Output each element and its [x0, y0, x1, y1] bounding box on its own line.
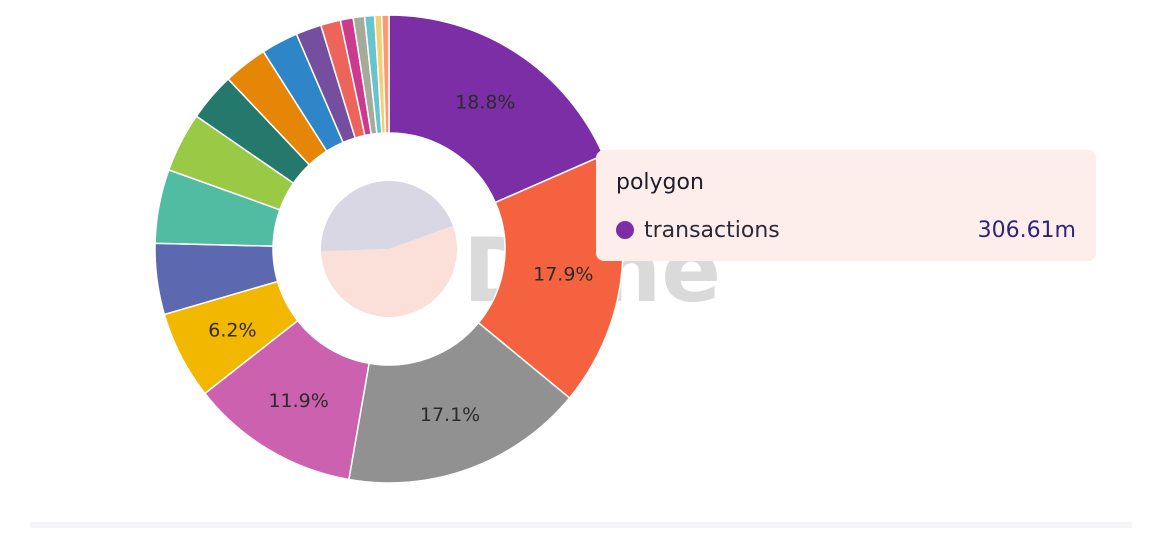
slice-percent-label: 6.2%: [208, 319, 256, 341]
bottom-scroll-strip: [30, 522, 1132, 528]
donut-slice-2[interactable]: [347, 321, 571, 484]
slice-percent-label: 11.9%: [268, 390, 328, 412]
inner-pie-slice: [321, 180, 453, 252]
inner-pie: [321, 180, 457, 317]
series-dot-icon: [616, 221, 634, 239]
slice-labels: 18.8% 17.9% 17.1% 11.9% 6.2%: [208, 92, 593, 426]
donut-slice-polygon[interactable]: [388, 14, 605, 204]
tooltip-row: transactions 306.61m: [616, 214, 1076, 246]
slice-percent-label: 18.8%: [455, 92, 515, 114]
inner-pie-slice: [321, 225, 457, 317]
donut-slices: [154, 14, 624, 484]
donut-slice-17[interactable]: [381, 14, 390, 134]
slice-percent-label: 17.1%: [420, 404, 480, 426]
tooltip-title: polygon: [616, 170, 704, 195]
slice-percent-label: 17.9%: [533, 263, 593, 285]
tooltip-series-name: transactions: [644, 217, 780, 243]
tooltip: polygon transactions 306.61m: [596, 150, 1096, 261]
tooltip-value: 306.61m: [977, 217, 1076, 243]
